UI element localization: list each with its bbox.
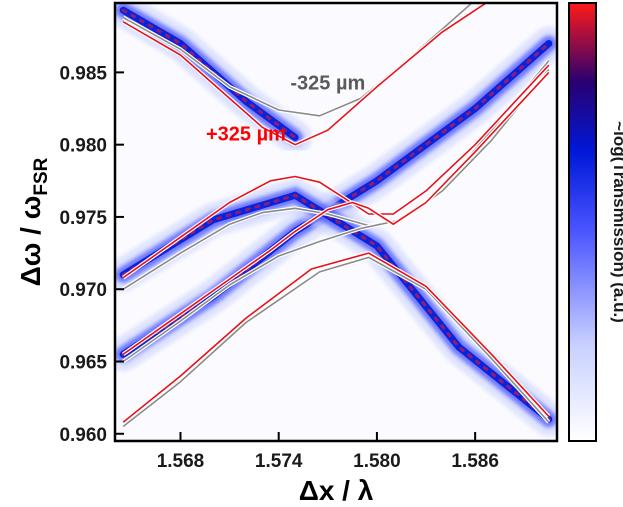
y-axis-label-sub: FSR — [31, 157, 52, 195]
y-tick-label: 0.970 — [59, 280, 107, 301]
y-axis-ticks: 0.960 0.965 0.970 0.975 0.980 0.985 — [59, 63, 124, 446]
x-tick-label: 1.568 — [157, 451, 205, 472]
fit-curve-1-3 — [122, 252, 550, 423]
fit-curves-layer — [121, 3, 551, 429]
y-tick-label: 0.965 — [59, 352, 107, 373]
plot-frame — [113, 1, 559, 443]
x-axis-label: Δx / λ — [299, 475, 374, 506]
y-axis-label: Δω / ωFSR — [15, 157, 52, 286]
x-tick-label: 1.574 — [255, 451, 303, 472]
x-tick-label: 1.580 — [353, 451, 401, 472]
fit-curve-1-1 — [122, 64, 550, 279]
y-axis-label-main: Δω / ω — [15, 196, 46, 287]
annotation-plus-325: +325 µm — [206, 123, 286, 145]
annotation-minus-325: -325 µm — [290, 73, 365, 95]
x-axis-ticks: 1.568 1.574 1.580 1.586 — [157, 432, 499, 472]
annotations: -325 µm +325 µm — [206, 73, 365, 146]
fit-curve-1-0 — [122, 3, 488, 146]
band-peak-2 — [121, 193, 551, 421]
fit-curve-1-2 — [122, 71, 550, 355]
y-tick-label: 0.975 — [59, 208, 107, 229]
fit-curve-0-2 — [122, 68, 550, 363]
y-tick-label: 0.985 — [59, 63, 107, 84]
y-tick-label: 0.960 — [59, 425, 107, 446]
colorbar-label: ~log(Transmission) (a.u.) — [610, 121, 623, 323]
colorbar — [568, 2, 597, 442]
x-tick-label: 1.586 — [451, 451, 499, 472]
y-tick-label: 0.980 — [59, 136, 107, 157]
fit-curve-0-0 — [122, 3, 474, 117]
fit-curve-0-3 — [122, 256, 550, 428]
